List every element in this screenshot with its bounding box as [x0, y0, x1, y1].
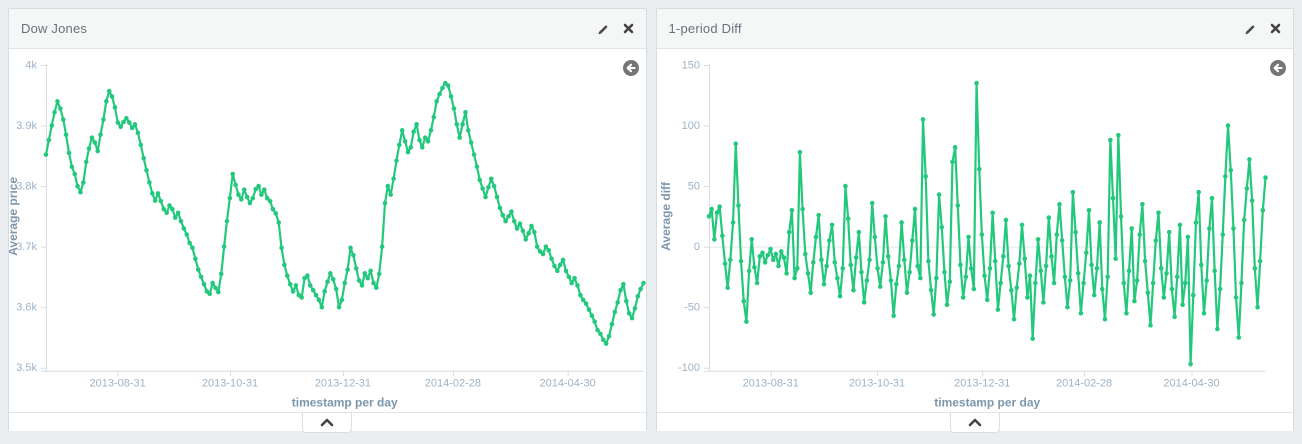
panel-one-period-diff: 1-period Diff 150 100 50 0 -50 -100 2013-08-31…	[655, 8, 1294, 433]
collapse-row-button[interactable]	[302, 413, 353, 433]
pencil-icon	[597, 25, 607, 35]
y-tick-label: 4k	[25, 59, 37, 71]
panel-footer	[656, 412, 1293, 433]
x-tick-label: 2014-02-28	[425, 378, 481, 390]
x-axis-title: timestamp per day	[292, 396, 398, 410]
x-tick-label: 2013-12-31	[954, 378, 1010, 390]
y-axis-title: Average price	[9, 177, 20, 256]
zoom-out-button[interactable]	[1269, 59, 1287, 80]
series-markers	[43, 80, 646, 346]
collapse-row-button[interactable]	[949, 413, 1000, 433]
panel-title: Dow Jones	[21, 21, 88, 36]
x-axis-title: timestamp per day	[934, 396, 1040, 410]
y-tick-label: 3.9k	[16, 120, 37, 132]
y-tick-label: 0	[693, 241, 699, 253]
x-tick-label: 2013-10-31	[202, 378, 258, 390]
x-tick-label: 2013-08-31	[90, 378, 146, 390]
x-tick-label: 2014-04-30	[540, 378, 596, 390]
x-tick-label: 2013-12-31	[315, 378, 371, 390]
chart-canvas[interactable]: 150 100 50 0 -50 -100 2013-08-31 2013-10-31 2013…	[657, 49, 1294, 411]
close-panel-button[interactable]	[1270, 23, 1281, 34]
x-tick-label: 2014-04-30	[1163, 378, 1219, 390]
panel-dow-jones: Dow Jones 4k 3.9k 3.8k 3.7k 3.6k 3.5k 2013-08-…	[8, 8, 647, 433]
y-tick-label: -50	[684, 302, 700, 314]
y-tick-label: 100	[681, 120, 699, 132]
y-tick-label: -100	[677, 362, 699, 374]
edit-panel-button[interactable]	[596, 22, 609, 35]
x-tick-label: 2014-02-28	[1055, 378, 1111, 390]
close-icon	[623, 23, 633, 34]
x-tick-label: 2013-10-31	[848, 378, 904, 390]
y-tick-label: 3.7k	[16, 241, 37, 253]
close-icon	[1270, 23, 1281, 34]
close-panel-button[interactable]	[623, 23, 634, 34]
zoom-out-button[interactable]	[622, 59, 640, 80]
edit-panel-button[interactable]	[1243, 22, 1256, 35]
chart-body: 4k 3.9k 3.8k 3.7k 3.6k 3.5k 2013-08-31 2013-10-…	[9, 49, 646, 412]
x-tick-label: 2013-08-31	[742, 378, 798, 390]
y-tick-label: 3.8k	[16, 181, 37, 193]
series-line	[707, 82, 1267, 366]
chevron-up-icon	[320, 418, 334, 427]
y-tick-label: 150	[681, 59, 699, 71]
panel-title: 1-period Diff	[668, 21, 742, 36]
y-tick-label: 3.6k	[16, 302, 37, 314]
chart-body: 150 100 50 0 -50 -100 2013-08-31 2013-10-31 2013…	[657, 49, 1294, 412]
circle-arrow-left-icon	[622, 60, 639, 76]
panel-header: 1-period Diff	[656, 9, 1293, 49]
y-tick-label: 3.5k	[16, 362, 37, 374]
y-axis-title: Average diff	[658, 181, 672, 251]
panel-actions	[1243, 22, 1281, 35]
chart-canvas[interactable]: 4k 3.9k 3.8k 3.7k 3.6k 3.5k 2013-08-31 2013-10-…	[9, 49, 646, 411]
panel-footer	[9, 412, 646, 433]
series-markers	[706, 80, 1268, 367]
pencil-icon	[1245, 25, 1255, 35]
panel-actions	[596, 22, 634, 35]
y-tick-label: 50	[687, 181, 699, 193]
panel-header: Dow Jones	[9, 9, 646, 49]
chevron-up-icon	[968, 418, 982, 427]
circle-arrow-left-icon	[1270, 60, 1286, 76]
